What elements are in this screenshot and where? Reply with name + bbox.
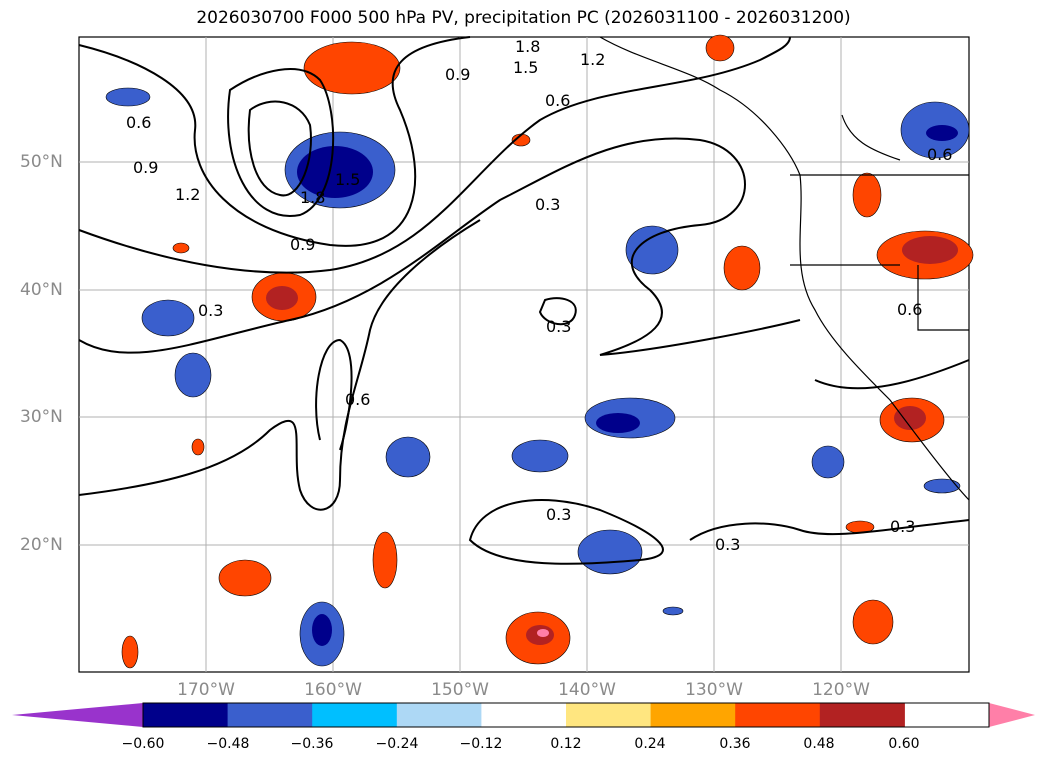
contour-label: 0.3 [715, 535, 740, 554]
colorbar-tick: −0.48 [206, 736, 250, 752]
contour-label: 0.6 [545, 91, 570, 110]
contour-label: 1.5 [335, 170, 360, 189]
lon-label: 170°W [177, 680, 235, 700]
contour-label: 0.6 [927, 145, 952, 164]
colorbar-cell [819, 703, 905, 727]
contour-label: 0.3 [535, 195, 560, 214]
contour-labels: 1.8 1.5 1.2 0.9 0.6 0.3 0.6 0.9 1.2 0.6 … [126, 37, 952, 554]
lon-label: 130°W [685, 680, 743, 700]
contour-label: 0.3 [198, 301, 223, 320]
lon-label: 140°W [558, 680, 616, 700]
colorbar-cell [481, 703, 567, 727]
colorbar-cell [143, 703, 229, 727]
contour-label: 0.9 [445, 65, 470, 84]
contour-label: 0.3 [546, 505, 571, 524]
colorbar-tick: 0.60 [888, 736, 920, 752]
coastline [599, 36, 970, 501]
colorbar-tick: −0.60 [121, 736, 165, 752]
lat-label: 30°N [20, 407, 63, 427]
contour-label: 1.5 [513, 58, 538, 77]
map-title: 2026030700 F000 500 hPa PV, precipitatio… [196, 8, 851, 28]
colorbar-tick: 0.24 [634, 736, 666, 752]
colorbar-extend-max [989, 703, 1035, 727]
colorbar [12, 702, 1035, 728]
colorbar-cell [650, 703, 736, 727]
contour-label: 0.3 [890, 517, 915, 536]
colorbar-cell [312, 703, 398, 727]
precip-negative-blobs [105, 87, 970, 667]
colorbar-tick: −0.24 [375, 736, 419, 752]
colorbar-tick: −0.36 [290, 736, 334, 752]
colorbar-cell [735, 703, 821, 727]
contour-label: 0.6 [897, 300, 922, 319]
contour-label: 0.6 [126, 113, 151, 132]
colorbar-cell [227, 703, 313, 727]
contour-label: 1.8 [300, 188, 325, 207]
precip-positive-blobs [121, 34, 974, 669]
lat-label: 40°N [20, 280, 63, 300]
lon-label: 120°W [812, 680, 870, 700]
lat-label: 50°N [20, 152, 63, 172]
contour-label: 1.8 [515, 37, 540, 56]
pv-contours [78, 36, 970, 565]
contour-label: 0.9 [290, 235, 315, 254]
contour-label: 1.2 [175, 185, 200, 204]
lat-label: 20°N [20, 535, 63, 555]
lon-label: 150°W [431, 680, 489, 700]
colorbar-tick: −0.12 [459, 736, 503, 752]
colorbar-tick: 0.36 [719, 736, 751, 752]
colorbar-cell [396, 703, 482, 727]
contour-label: 0.3 [546, 317, 571, 336]
lon-label: 160°W [304, 680, 362, 700]
contour-label: 0.6 [345, 390, 370, 409]
contour-label: 1.2 [580, 50, 605, 69]
contour-label: 0.9 [133, 158, 158, 177]
colorbar-extend-min [12, 703, 143, 727]
colorbar-tick: 0.12 [550, 736, 582, 752]
colorbar-cell [566, 703, 652, 727]
colorbar-tick: 0.48 [803, 736, 835, 752]
